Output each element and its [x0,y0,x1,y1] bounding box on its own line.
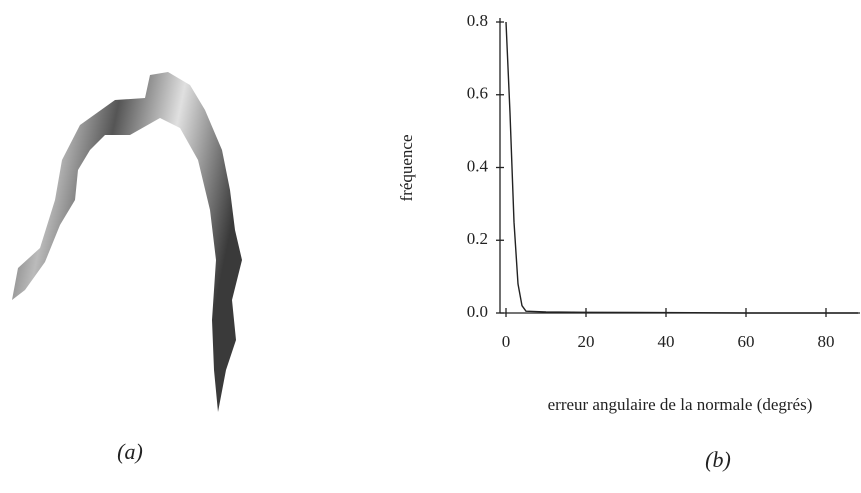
y-tick-label: 0.4 [467,156,489,175]
y-tick-label: 0.0 [467,302,488,321]
x-tick-label: 20 [578,332,595,351]
caption: (b) [705,447,731,472]
y-tick-label: 0.6 [467,84,488,103]
surface-render [12,72,242,412]
data-line [505,21,858,314]
x-tick-label: 80 [818,332,835,351]
y-tick-label: 0.2 [467,229,488,248]
x-axis-title: erreur angulaire de la normale (degrés) [548,395,813,414]
x-tick-label: 60 [738,332,755,351]
caption: (a) [117,439,143,464]
y-tick-label: 0.8 [467,11,488,30]
y-axis-title: fréquence [397,134,416,201]
x-tick-label: 40 [658,332,675,351]
x-tick-label: 0 [502,332,511,351]
